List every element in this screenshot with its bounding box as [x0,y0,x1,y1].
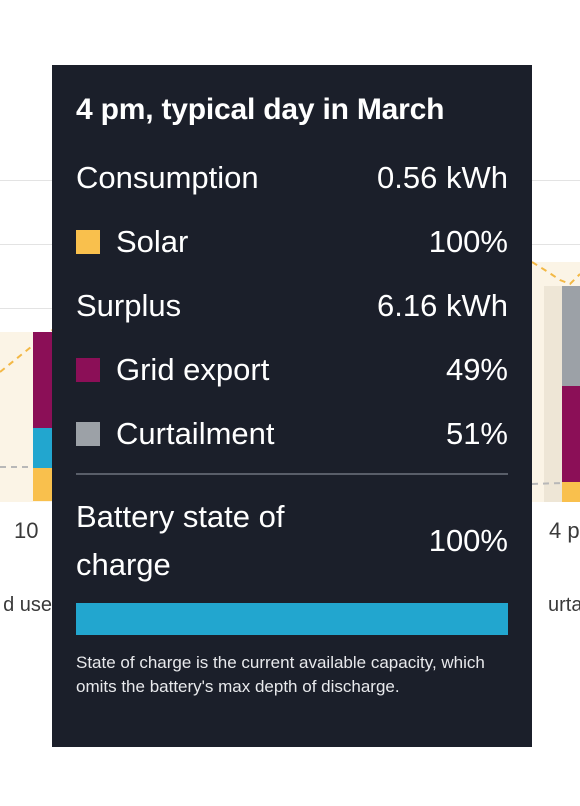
surplus-label: Surplus [76,288,182,323]
grid-export-label: Grid export [116,352,270,387]
bar-shade-right [544,286,562,502]
bar-grid-export-right [562,386,580,482]
bar-grid-export-left [33,332,52,428]
surplus-row: Surplus 6.16 kWh [76,286,508,326]
bar-battery-left [33,428,52,468]
curtailment-value: 51% [445,416,508,451]
bar-solar-right [562,482,580,502]
baseline-dash-right [531,482,563,485]
curtailment-row: Curtailment 51% [76,414,508,454]
x-axis-tick: 4 p [549,518,580,543]
chart-tooltip: 4 pm, typical day in March Consumption 0… [52,65,532,747]
battery-soc-bar [76,603,508,635]
legend-item-fragment: d use [3,594,52,616]
bar-curtailment-right [562,286,580,386]
generation-curve-right [531,261,580,286]
consumption-value: 0.56 kWh [377,160,508,195]
tooltip-title: 4 pm, typical day in March [76,93,445,126]
consumption-label: Consumption [76,160,259,195]
surplus-value: 6.16 kWh [377,288,508,323]
battery-row: Battery state of charge 100% [76,493,508,589]
bar-solar-left [33,468,52,501]
battery-label: Battery state of charge [76,499,285,582]
solar-row: Solar 100% [76,222,508,262]
grid-export-swatch-icon [76,358,100,382]
x-axis-tick: 10 [14,518,39,543]
curtailment-swatch-icon [76,422,100,446]
grid-export-row: Grid export 49% [76,350,508,390]
tooltip-divider [76,473,508,475]
solar-swatch-icon [76,230,100,254]
battery-value: 100% [428,523,508,558]
grid-export-value: 49% [445,352,508,387]
battery-soc-fill [76,603,508,635]
solar-value: 100% [428,224,508,259]
solar-label: Solar [116,224,189,259]
curtailment-label: Curtailment [116,416,275,451]
legend-item-fragment: urtail [548,594,580,616]
battery-note: State of charge is the current available… [76,653,485,696]
consumption-row: Consumption 0.56 kWh [76,158,508,198]
